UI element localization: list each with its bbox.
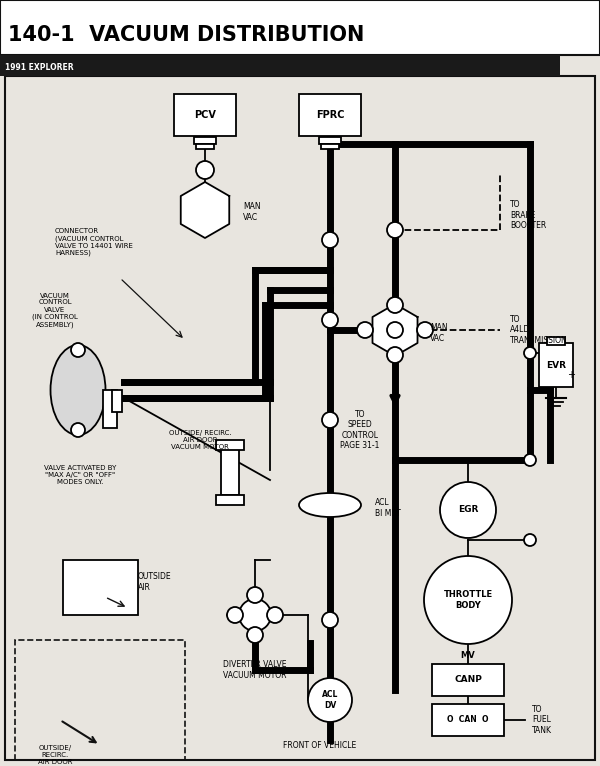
Text: +: +	[567, 370, 575, 380]
Text: FPRC: FPRC	[316, 110, 344, 120]
Text: EGR: EGR	[458, 506, 478, 515]
FancyBboxPatch shape	[216, 440, 244, 450]
Circle shape	[440, 482, 496, 538]
FancyBboxPatch shape	[216, 495, 244, 505]
Text: THROTTLE
BODY: THROTTLE BODY	[443, 591, 493, 610]
Circle shape	[247, 587, 263, 603]
FancyBboxPatch shape	[62, 560, 137, 615]
Circle shape	[71, 343, 85, 357]
Circle shape	[71, 423, 85, 437]
Text: O  CAN  O: O CAN O	[447, 715, 489, 725]
FancyBboxPatch shape	[174, 94, 236, 136]
Ellipse shape	[299, 493, 361, 517]
Circle shape	[322, 412, 338, 428]
FancyBboxPatch shape	[547, 337, 565, 345]
Text: MV: MV	[461, 650, 475, 660]
Text: DIVERTER VALVE
VACUUM MOTOR: DIVERTER VALVE VACUUM MOTOR	[223, 660, 287, 679]
Circle shape	[308, 678, 352, 722]
Circle shape	[387, 222, 403, 238]
FancyBboxPatch shape	[321, 144, 339, 149]
Circle shape	[322, 612, 338, 628]
Circle shape	[417, 322, 433, 338]
Circle shape	[322, 497, 338, 513]
Text: CANP: CANP	[454, 676, 482, 685]
Text: ACL
DV: ACL DV	[322, 690, 338, 710]
Text: 140-1  VACUUM DISTRIBUTION: 140-1 VACUUM DISTRIBUTION	[8, 25, 364, 45]
Circle shape	[227, 607, 243, 623]
Circle shape	[322, 232, 338, 248]
FancyBboxPatch shape	[112, 390, 122, 412]
Text: 1991 EXPLORER: 1991 EXPLORER	[5, 64, 74, 73]
FancyBboxPatch shape	[221, 445, 239, 495]
Text: ACL
BI MET: ACL BI MET	[375, 499, 401, 518]
Text: TO
SPEED
CONTROL
PAGE 31-1: TO SPEED CONTROL PAGE 31-1	[340, 410, 380, 450]
Text: VACUUM
CONTROL
VALVE
(IN CONTROL
ASSEMBLY): VACUUM CONTROL VALVE (IN CONTROL ASSEMBL…	[32, 293, 78, 328]
Circle shape	[424, 556, 512, 644]
Circle shape	[387, 322, 403, 338]
Circle shape	[524, 454, 536, 466]
Circle shape	[239, 599, 271, 631]
Circle shape	[267, 607, 283, 623]
Text: PCV: PCV	[194, 110, 216, 120]
Circle shape	[524, 534, 536, 546]
Text: FRONT OF VEHICLE: FRONT OF VEHICLE	[283, 741, 356, 749]
FancyBboxPatch shape	[0, 55, 560, 76]
Ellipse shape	[50, 345, 106, 435]
FancyBboxPatch shape	[194, 137, 216, 144]
Text: MAN
VAC: MAN VAC	[430, 323, 448, 342]
FancyBboxPatch shape	[432, 704, 504, 736]
Circle shape	[387, 347, 403, 363]
FancyBboxPatch shape	[0, 0, 600, 55]
Text: CONNECTOR
(VACUUM CONTROL
VALVE TO 14401 WIRE
HARNESS): CONNECTOR (VACUUM CONTROL VALVE TO 14401…	[55, 228, 133, 256]
FancyBboxPatch shape	[196, 144, 214, 149]
Text: VALVE ACTIVATED BY
"MAX A/C" OR "OFF"
MODES ONLY.: VALVE ACTIVATED BY "MAX A/C" OR "OFF" MO…	[44, 465, 116, 485]
Text: MAN
VAC: MAN VAC	[243, 202, 260, 221]
Circle shape	[357, 322, 373, 338]
Polygon shape	[181, 182, 229, 238]
FancyBboxPatch shape	[319, 137, 341, 144]
Text: OUTSIDE/
RECIRC.
AIR DOOR: OUTSIDE/ RECIRC. AIR DOOR	[38, 745, 72, 765]
Text: TO
FUEL
TANK: TO FUEL TANK	[532, 705, 552, 735]
Circle shape	[322, 312, 338, 328]
FancyBboxPatch shape	[539, 343, 573, 387]
Circle shape	[247, 627, 263, 643]
Text: TO
A4LD
TRANSMISSION: TO A4LD TRANSMISSION	[510, 315, 568, 345]
Circle shape	[524, 347, 536, 359]
Text: OUTSIDE/ RECIRC.
AIR DOOR
VACUUM MOTOR: OUTSIDE/ RECIRC. AIR DOOR VACUUM MOTOR	[169, 430, 232, 450]
Text: OUTSIDE
AIR: OUTSIDE AIR	[138, 572, 172, 591]
FancyBboxPatch shape	[299, 94, 361, 136]
Text: TO
BRAKE
BOOSTER: TO BRAKE BOOSTER	[510, 200, 546, 230]
Text: EVR: EVR	[546, 361, 566, 369]
FancyBboxPatch shape	[432, 664, 504, 696]
Circle shape	[387, 297, 403, 313]
FancyBboxPatch shape	[103, 390, 117, 428]
Polygon shape	[373, 304, 418, 356]
Circle shape	[196, 161, 214, 179]
